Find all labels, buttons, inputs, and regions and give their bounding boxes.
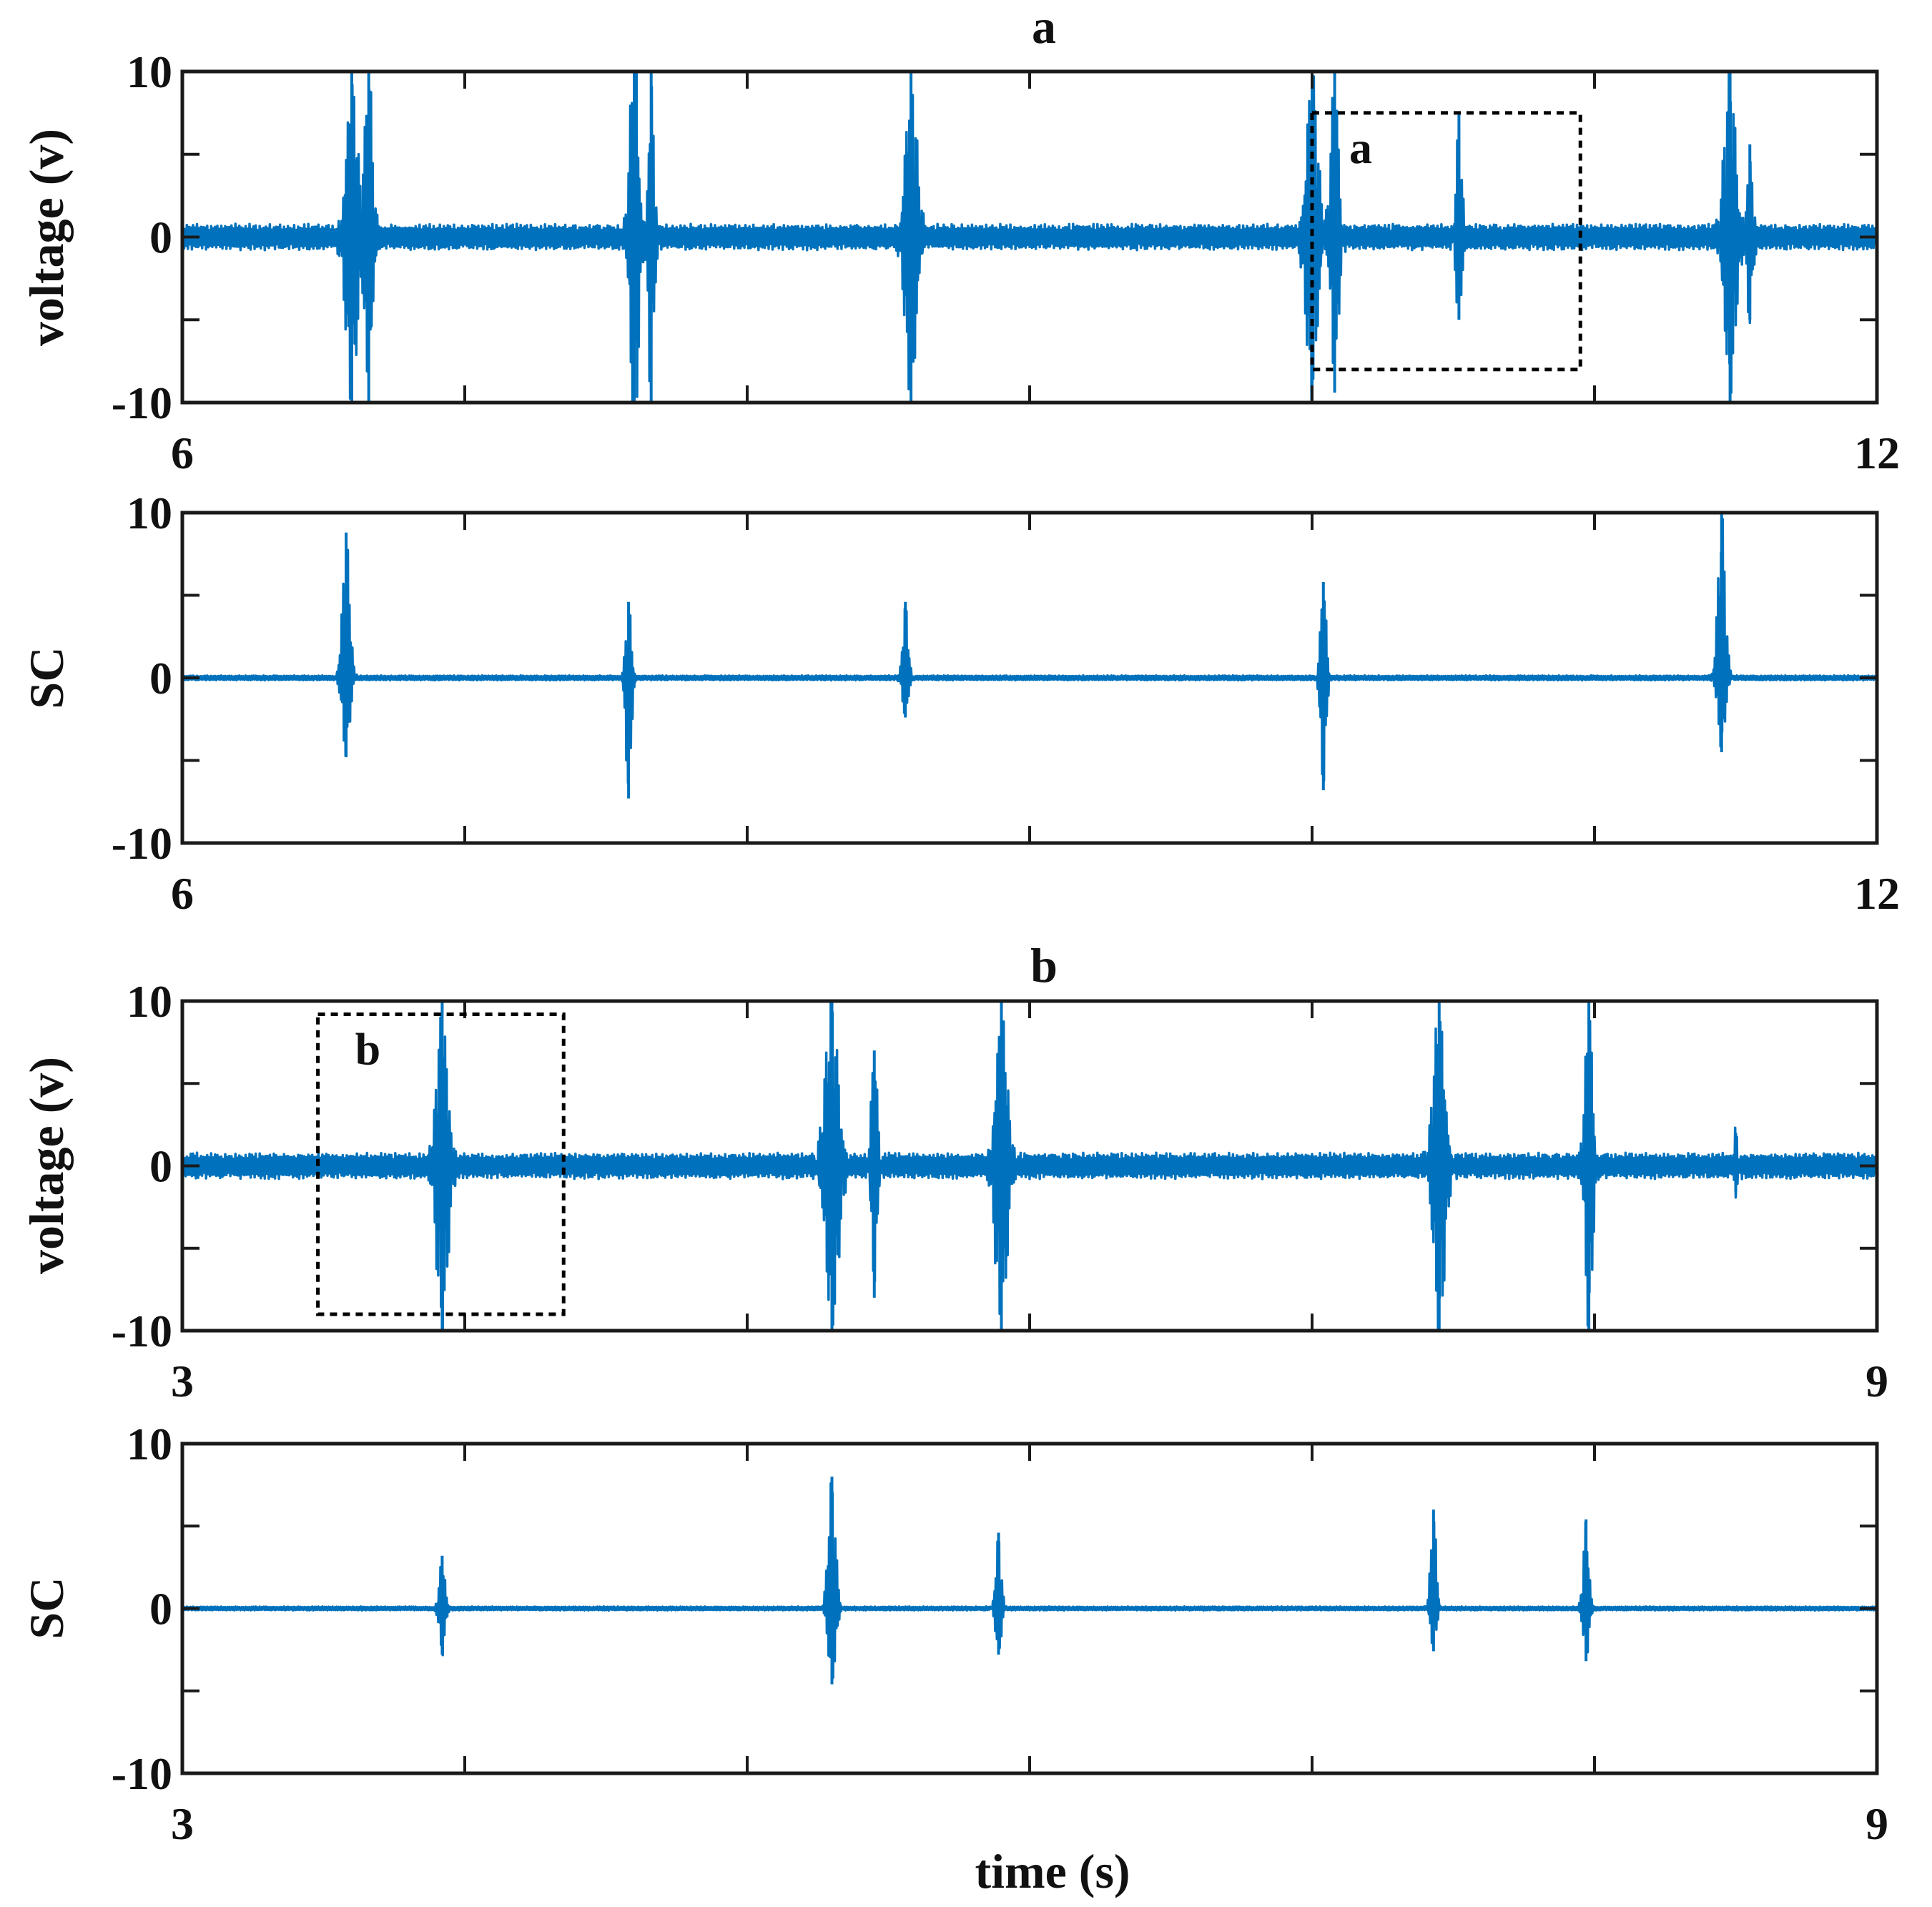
panel-b-sc: SC 3 9 -10 0 10	[19, 1419, 1888, 1849]
zoom-box	[316, 1012, 566, 1316]
signal-line	[182, 72, 1877, 403]
y-axis-label: voltage (v)	[19, 1057, 74, 1274]
zoom-box	[1310, 111, 1582, 372]
x-tick-label: 9	[1866, 1798, 1888, 1849]
panel-b-voltage: b voltage (v) 3 9 -10 0 10 b	[19, 938, 1888, 1406]
y-tick-label: 10	[127, 488, 172, 538]
signal-line	[182, 1001, 1877, 1331]
panel-title: a	[1032, 0, 1056, 54]
panel-title: b	[1030, 938, 1058, 992]
panel-a-sc: SC 6 12 -10 0 10	[19, 488, 1900, 919]
y-tick-label: 10	[127, 46, 172, 97]
y-tick-label: 10	[127, 976, 172, 1027]
y-tick-label: 0	[149, 212, 172, 263]
y-axis-label: SC	[19, 647, 74, 709]
signal-line	[182, 518, 1877, 784]
y-axis-label: voltage (v)	[19, 129, 74, 346]
y-tick-label: 10	[127, 1419, 172, 1469]
zoom-box-label: a	[1349, 122, 1372, 173]
x-tick-label: 3	[171, 1356, 194, 1406]
y-tick-label: 0	[149, 653, 172, 704]
y-tick-label: -10	[112, 1748, 172, 1799]
y-tick-label: -10	[112, 378, 172, 428]
y-tick-label: 0	[149, 1584, 172, 1635]
signal-line	[182, 1482, 1877, 1679]
x-tick-label: 3	[171, 1798, 194, 1849]
x-tick-label: 12	[1854, 428, 1900, 478]
y-tick-label: -10	[112, 1306, 172, 1356]
zoom-box-label: b	[355, 1023, 381, 1074]
panel-a-voltage: a voltage (v) 6 12 -10 0 10 a	[19, 0, 1900, 478]
x-tick-label: 9	[1866, 1356, 1888, 1406]
x-axis-label: time (s)	[975, 1844, 1130, 1898]
x-tick-label: 6	[171, 868, 194, 919]
y-axis-label: SC	[19, 1577, 74, 1640]
y-tick-label: -10	[112, 818, 172, 869]
x-tick-label: 12	[1854, 868, 1900, 919]
y-tick-label: 0	[149, 1141, 172, 1192]
x-tick-label: 6	[171, 428, 194, 478]
